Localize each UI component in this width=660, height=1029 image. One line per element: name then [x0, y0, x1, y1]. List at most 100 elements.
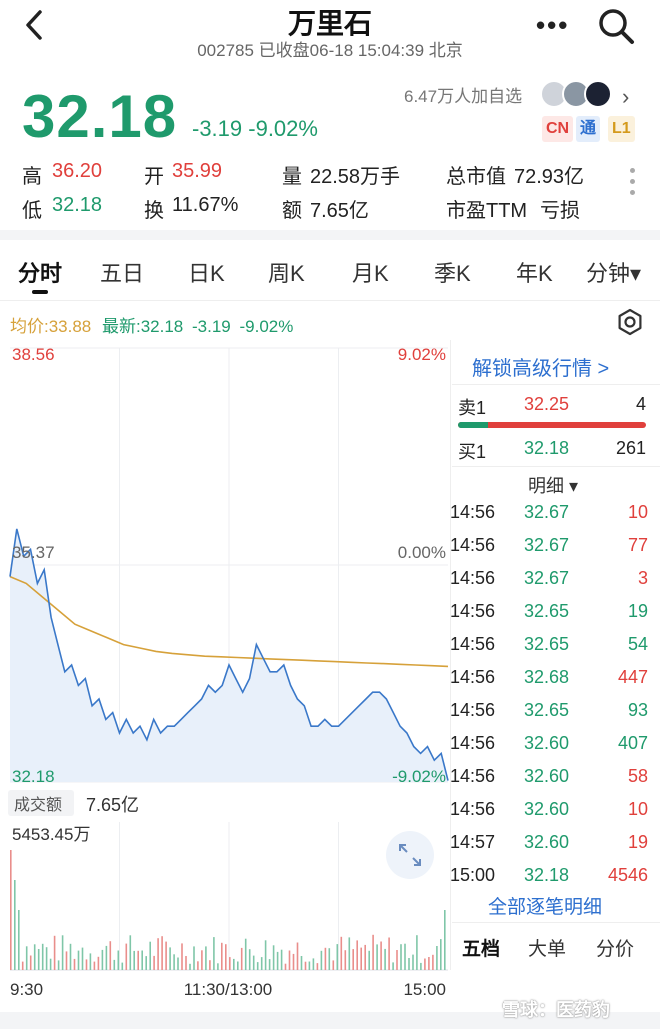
volume-bar: [14, 880, 16, 970]
unlock-advanced-quotes-link[interactable]: 解锁高级行情 >: [472, 358, 610, 380]
fullscreen-icon[interactable]: [386, 831, 434, 879]
all-trade-details-link[interactable]: 全部逐笔明细: [488, 897, 603, 918]
stock-status-subtitle: 002785 已收盘06-18 15:04:39 北京: [197, 41, 463, 60]
bid-ask-ratio-bar: [458, 422, 646, 428]
volume-bar: [185, 956, 187, 970]
tab-quarterly-k[interactable]: 季K: [434, 261, 471, 286]
tick-time: 14:56: [450, 502, 496, 522]
last-price: 32.18: [22, 83, 178, 150]
volume-bar: [213, 937, 215, 970]
followers-count[interactable]: 6.47万人加自选: [404, 87, 523, 106]
tick-price: 32.60: [524, 799, 570, 819]
volume-bar: [324, 947, 327, 970]
volume-bar: [217, 963, 219, 970]
tick-qty: 10: [627, 502, 648, 522]
chart-grid: [10, 347, 448, 971]
volume-bar: [400, 944, 402, 970]
tab-yearly-k[interactable]: 年K: [516, 261, 553, 286]
tab-five-day[interactable]: 五日: [100, 261, 145, 286]
volume-bar: [308, 961, 311, 970]
volume-bar: [276, 951, 279, 970]
watermark: 雪球：医药豹: [502, 1000, 610, 1020]
volume-bar: [201, 950, 203, 970]
latest-pct: -9.02%: [239, 317, 294, 336]
volume-bar: [65, 951, 68, 970]
chart-legend: 均价:33.88 最新:32.18 -3.19 -9.02%: [10, 312, 293, 337]
tick-row: 14:57 32.60 19: [450, 832, 648, 865]
turnover-value: 11.67%: [172, 194, 239, 216]
volume-bar: [137, 950, 139, 970]
pct-axis-min: -9.02%: [392, 767, 446, 786]
back-arrow-icon[interactable]: [18, 8, 52, 42]
more-menu-icon[interactable]: •••: [536, 10, 570, 40]
tick-qty: 19: [627, 601, 648, 621]
volume-bar: [161, 936, 163, 970]
volume-bar: [244, 938, 247, 970]
tick-time: 14:56: [450, 733, 496, 753]
volume-bar: [81, 947, 84, 970]
volume-bar: [352, 949, 354, 970]
pct-axis-mid: 0.00%: [398, 543, 446, 562]
volume-bar: [256, 962, 259, 970]
detail-dropdown[interactable]: 明细 ▾: [528, 476, 579, 496]
market-tag-cn: CN: [542, 116, 574, 142]
expand-stats-icon[interactable]: [630, 168, 638, 201]
tick-row: 14:56 32.60 407: [450, 733, 648, 766]
volume-bar: [193, 946, 195, 970]
volume-bar: [408, 958, 410, 970]
follower-avatar[interactable]: [584, 80, 612, 108]
tick-time: 14:56: [450, 535, 496, 555]
volume-bar: [268, 959, 271, 970]
tick-qty: 3: [637, 568, 648, 588]
tab-minute[interactable]: 分钟▾: [586, 261, 642, 286]
volume-bar: [272, 945, 275, 970]
volume-bar: [416, 935, 418, 970]
pct-axis-max: 9.02%: [398, 345, 446, 364]
volume-bar: [133, 950, 135, 970]
open-value: 35.99: [172, 160, 223, 182]
tick-price: 32.68: [524, 667, 570, 687]
intraday-chart[interactable]: 38.56 9.02% 35.37 0.00% 32.18 -9.02% 成交额…: [0, 340, 452, 1012]
price-axis-max: 38.56: [12, 345, 55, 364]
settings-icon[interactable]: [616, 308, 644, 336]
tab-level5[interactable]: 五档: [462, 939, 501, 960]
volume-bar: [121, 962, 124, 970]
active-tab-indicator: [32, 290, 48, 294]
tab-daily-k[interactable]: 日K: [188, 261, 225, 286]
tab-intraday[interactable]: 分时: [18, 261, 63, 286]
volume-bar: [93, 961, 96, 970]
volume-bar: [177, 957, 179, 970]
price-axis-min: 32.18: [12, 767, 55, 786]
volume-total: 7.65亿: [86, 795, 139, 815]
level-tag: L1: [608, 116, 635, 142]
tick-price: 32.60: [524, 733, 570, 753]
volume-bar: [304, 961, 307, 970]
volume-bar: [181, 943, 183, 970]
tick-price: 32.67: [524, 535, 570, 555]
tab-large-orders[interactable]: 大单: [528, 939, 567, 960]
volume-bar: [25, 946, 28, 970]
search-icon[interactable]: [596, 6, 636, 46]
price-axis-mid: 35.37: [12, 543, 55, 562]
amount-value: 7.65亿: [310, 200, 369, 222]
open-label: 开: [144, 166, 164, 188]
tick-row: 14:56 32.68 447: [450, 667, 648, 700]
volume-bar: [260, 957, 263, 970]
volume-bar: [229, 957, 231, 970]
tick-price: 32.60: [524, 832, 570, 852]
volume-bar: [288, 950, 291, 970]
tick-qty: 54: [627, 634, 648, 654]
mktcap-value: 72.93亿: [514, 166, 585, 188]
tab-weekly-k[interactable]: 周K: [268, 261, 305, 286]
turnover-label: 换: [144, 200, 164, 222]
volume-bar: [109, 941, 112, 970]
tick-price: 32.65: [524, 601, 570, 621]
volume-bar: [18, 910, 20, 970]
chevron-right-icon[interactable]: ›: [622, 84, 630, 109]
tab-monthly-k[interactable]: 月K: [352, 261, 389, 286]
bottom-divider: [0, 1012, 660, 1029]
tab-price-distribution[interactable]: 分价: [596, 939, 635, 960]
volume-bar: [376, 944, 378, 970]
volume-bar: [169, 947, 171, 970]
tick-time: 14:56: [450, 700, 496, 720]
